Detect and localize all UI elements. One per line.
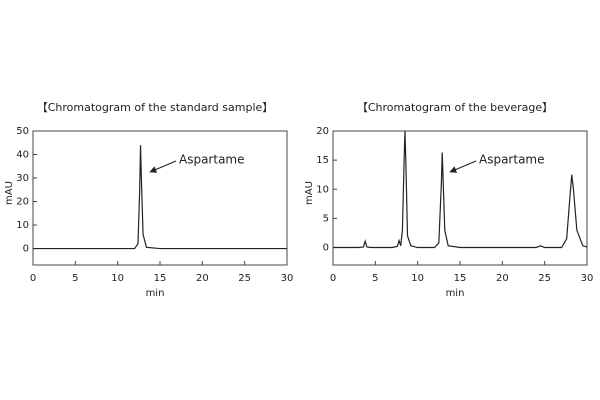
x-tick-label: 25 [538,273,551,284]
x-tick-label: 30 [581,273,594,284]
y-tick-label: 0 [323,243,329,254]
chart-title: 【Chromatogram of the beverage】 [357,101,553,114]
y-tick-label: 40 [16,150,29,161]
x-tick-label: 0 [30,273,36,284]
plot-frame [32,130,288,266]
chromatogram-line [333,131,587,249]
x-tick-label: 15 [154,273,167,284]
annotation: Aspartame [179,153,245,167]
x-tick-label: 15 [454,273,467,284]
y-axis-label: mAU [4,181,15,205]
x-tick-label: 5 [372,273,378,284]
x-tick-label: 30 [281,273,294,284]
y-tick-label: 30 [16,173,29,184]
x-axis-label: min [146,288,165,299]
annotation-arrow [449,160,477,173]
y-tick-label: 20 [16,197,29,208]
y-tick-label: 0 [23,244,29,255]
y-tick-label: 20 [316,126,329,137]
plot-frame [332,130,588,266]
x-tick-label: 25 [238,273,251,284]
y-tick-label: 5 [323,213,329,224]
y-tick-label: 10 [316,184,329,195]
chromatogram-line [33,145,287,250]
y-tick-label: 15 [316,155,329,166]
x-tick-label: 20 [496,273,509,284]
x-tick-label: 0 [330,273,336,284]
y-tick-label: 10 [16,220,29,231]
x-axis-label: min [446,288,465,299]
x-tick-label: 10 [411,273,424,284]
annotation: Aspartame [479,153,545,167]
chart-title: 【Chromatogram of the standard sample】 [37,101,274,114]
y-axis-label: mAU [304,181,315,205]
annotation-arrow [149,160,177,173]
x-tick-label: 10 [111,273,124,284]
x-tick-label: 5 [72,273,78,284]
x-tick-label: 20 [196,273,209,284]
y-tick-label: 50 [16,126,29,137]
